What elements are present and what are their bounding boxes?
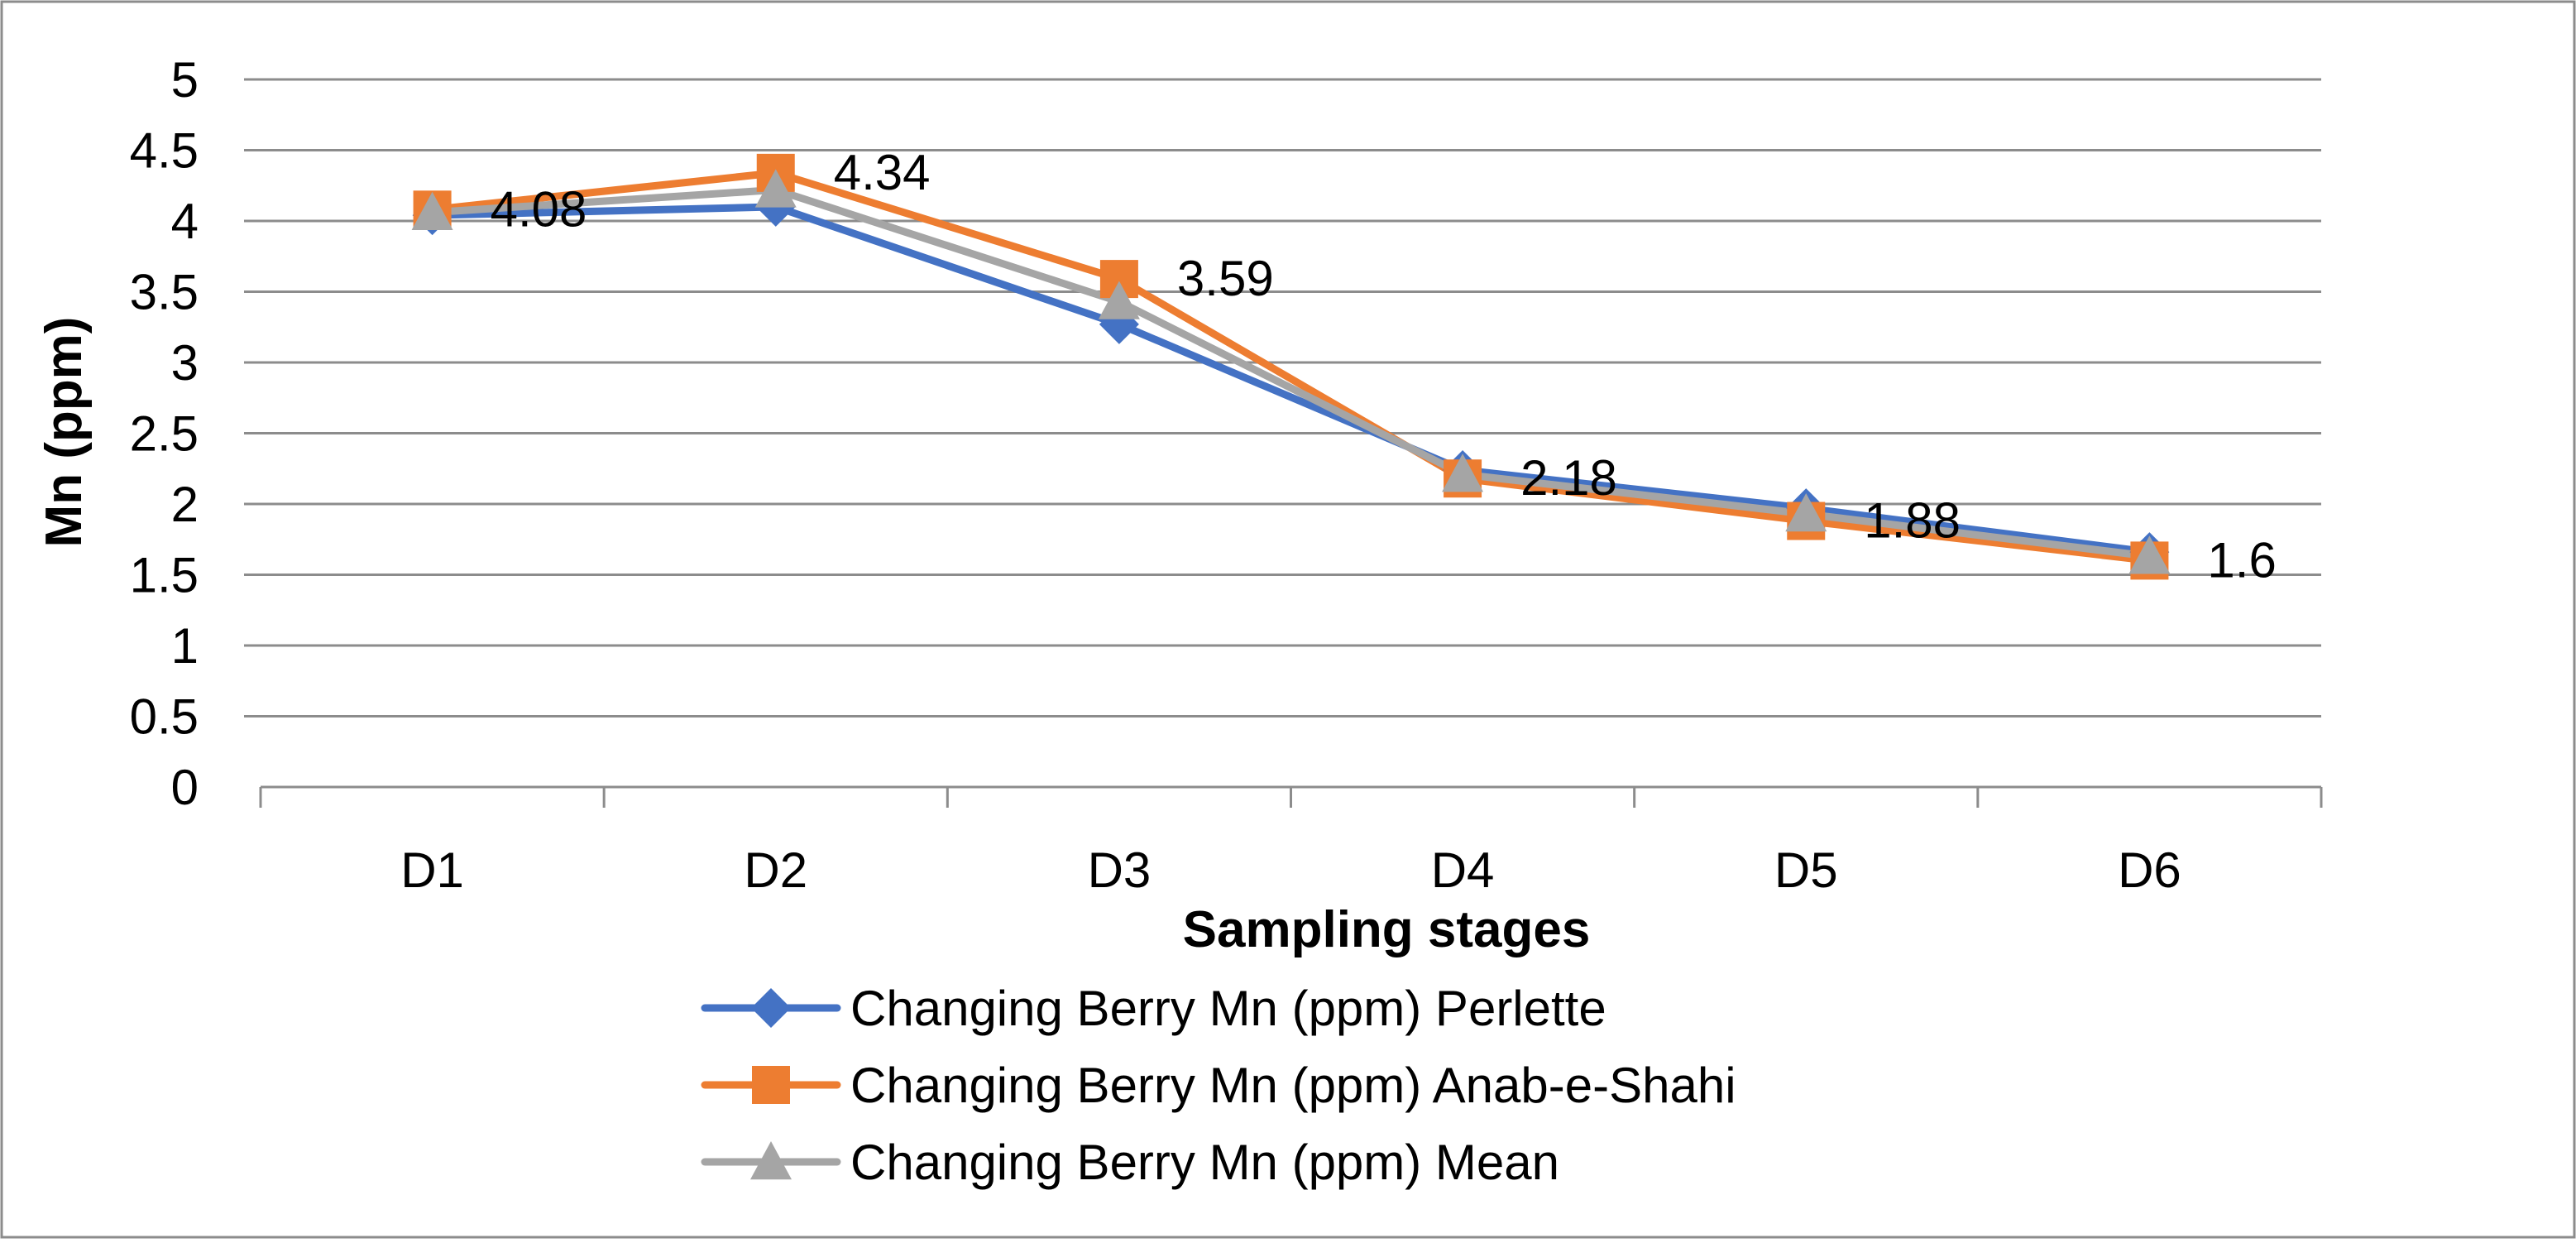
x-tick-label: D6 (2118, 842, 2181, 898)
series-lines (429, 169, 2153, 564)
data-label: 1.88 (1864, 493, 1961, 549)
y-tick-label: 1 (171, 618, 199, 674)
data-label: 4.34 (834, 145, 931, 200)
y-tick-label: 3.5 (130, 265, 199, 320)
data-point-series-3 (1442, 454, 1484, 492)
legend-marker-2 (752, 1066, 790, 1104)
data-labels: 4.08 4.34 3.59 2.18 1.88 1.6 (491, 145, 2277, 588)
data-label: 4.08 (491, 181, 587, 237)
legend-marker-1 (751, 988, 791, 1028)
x-tick-label: D3 (1088, 842, 1152, 898)
y-tick-label: 1.5 (130, 548, 199, 603)
y-tick-label: 0.5 (130, 689, 199, 745)
series-markers (411, 153, 2171, 580)
data-label: 3.59 (1177, 251, 1274, 306)
data-point-series-3 (1785, 492, 1827, 532)
y-tick-label: 2 (171, 477, 199, 532)
y-axis-title: Mn (ppm) (36, 317, 93, 548)
series-line-2 (429, 169, 2153, 564)
data-point-series-3 (2128, 535, 2171, 574)
data-label: 1.6 (2207, 532, 2276, 588)
data-point-series-3 (1098, 281, 1140, 319)
legend-marker-3 (750, 1141, 792, 1180)
x-tick-label: D2 (744, 842, 807, 898)
legend-label-2: Changing Berry Mn (ppm) Anab-e-Shahi (850, 1058, 1736, 1113)
series-line-3 (429, 185, 2153, 560)
gridlines (244, 78, 2321, 717)
y-tick-label: 3 (171, 335, 199, 391)
y-tick-label: 5 (171, 52, 199, 108)
y-tick-label: 0 (171, 760, 199, 815)
x-tick-label: D5 (1774, 842, 1838, 898)
legend-label-3: Changing Berry Mn (ppm) Mean (850, 1135, 1559, 1190)
legend: Changing Berry Mn (ppm) Perlette Changing… (701, 981, 1736, 1190)
series-line-1 (429, 203, 2153, 556)
data-point-series-3 (754, 169, 797, 208)
legend-label-1: Changing Berry Mn (ppm) Perlette (850, 981, 1606, 1036)
y-tick-label: 4.5 (130, 123, 199, 179)
axes: 0 0.5 1 1.5 2 2.5 3 3.5 4 4.5 5 D1 D2 D3 D4 D5 D6 (130, 52, 2323, 898)
data-point-series-3 (411, 191, 453, 230)
y-tick-label: 4 (171, 194, 199, 249)
y-tick-label: 2.5 (130, 406, 199, 462)
x-tick-label: D1 (400, 842, 464, 898)
data-label: 2.18 (1520, 450, 1617, 506)
x-tick-label: D4 (1431, 842, 1495, 898)
x-axis-title: Sampling stages (1183, 901, 1591, 958)
